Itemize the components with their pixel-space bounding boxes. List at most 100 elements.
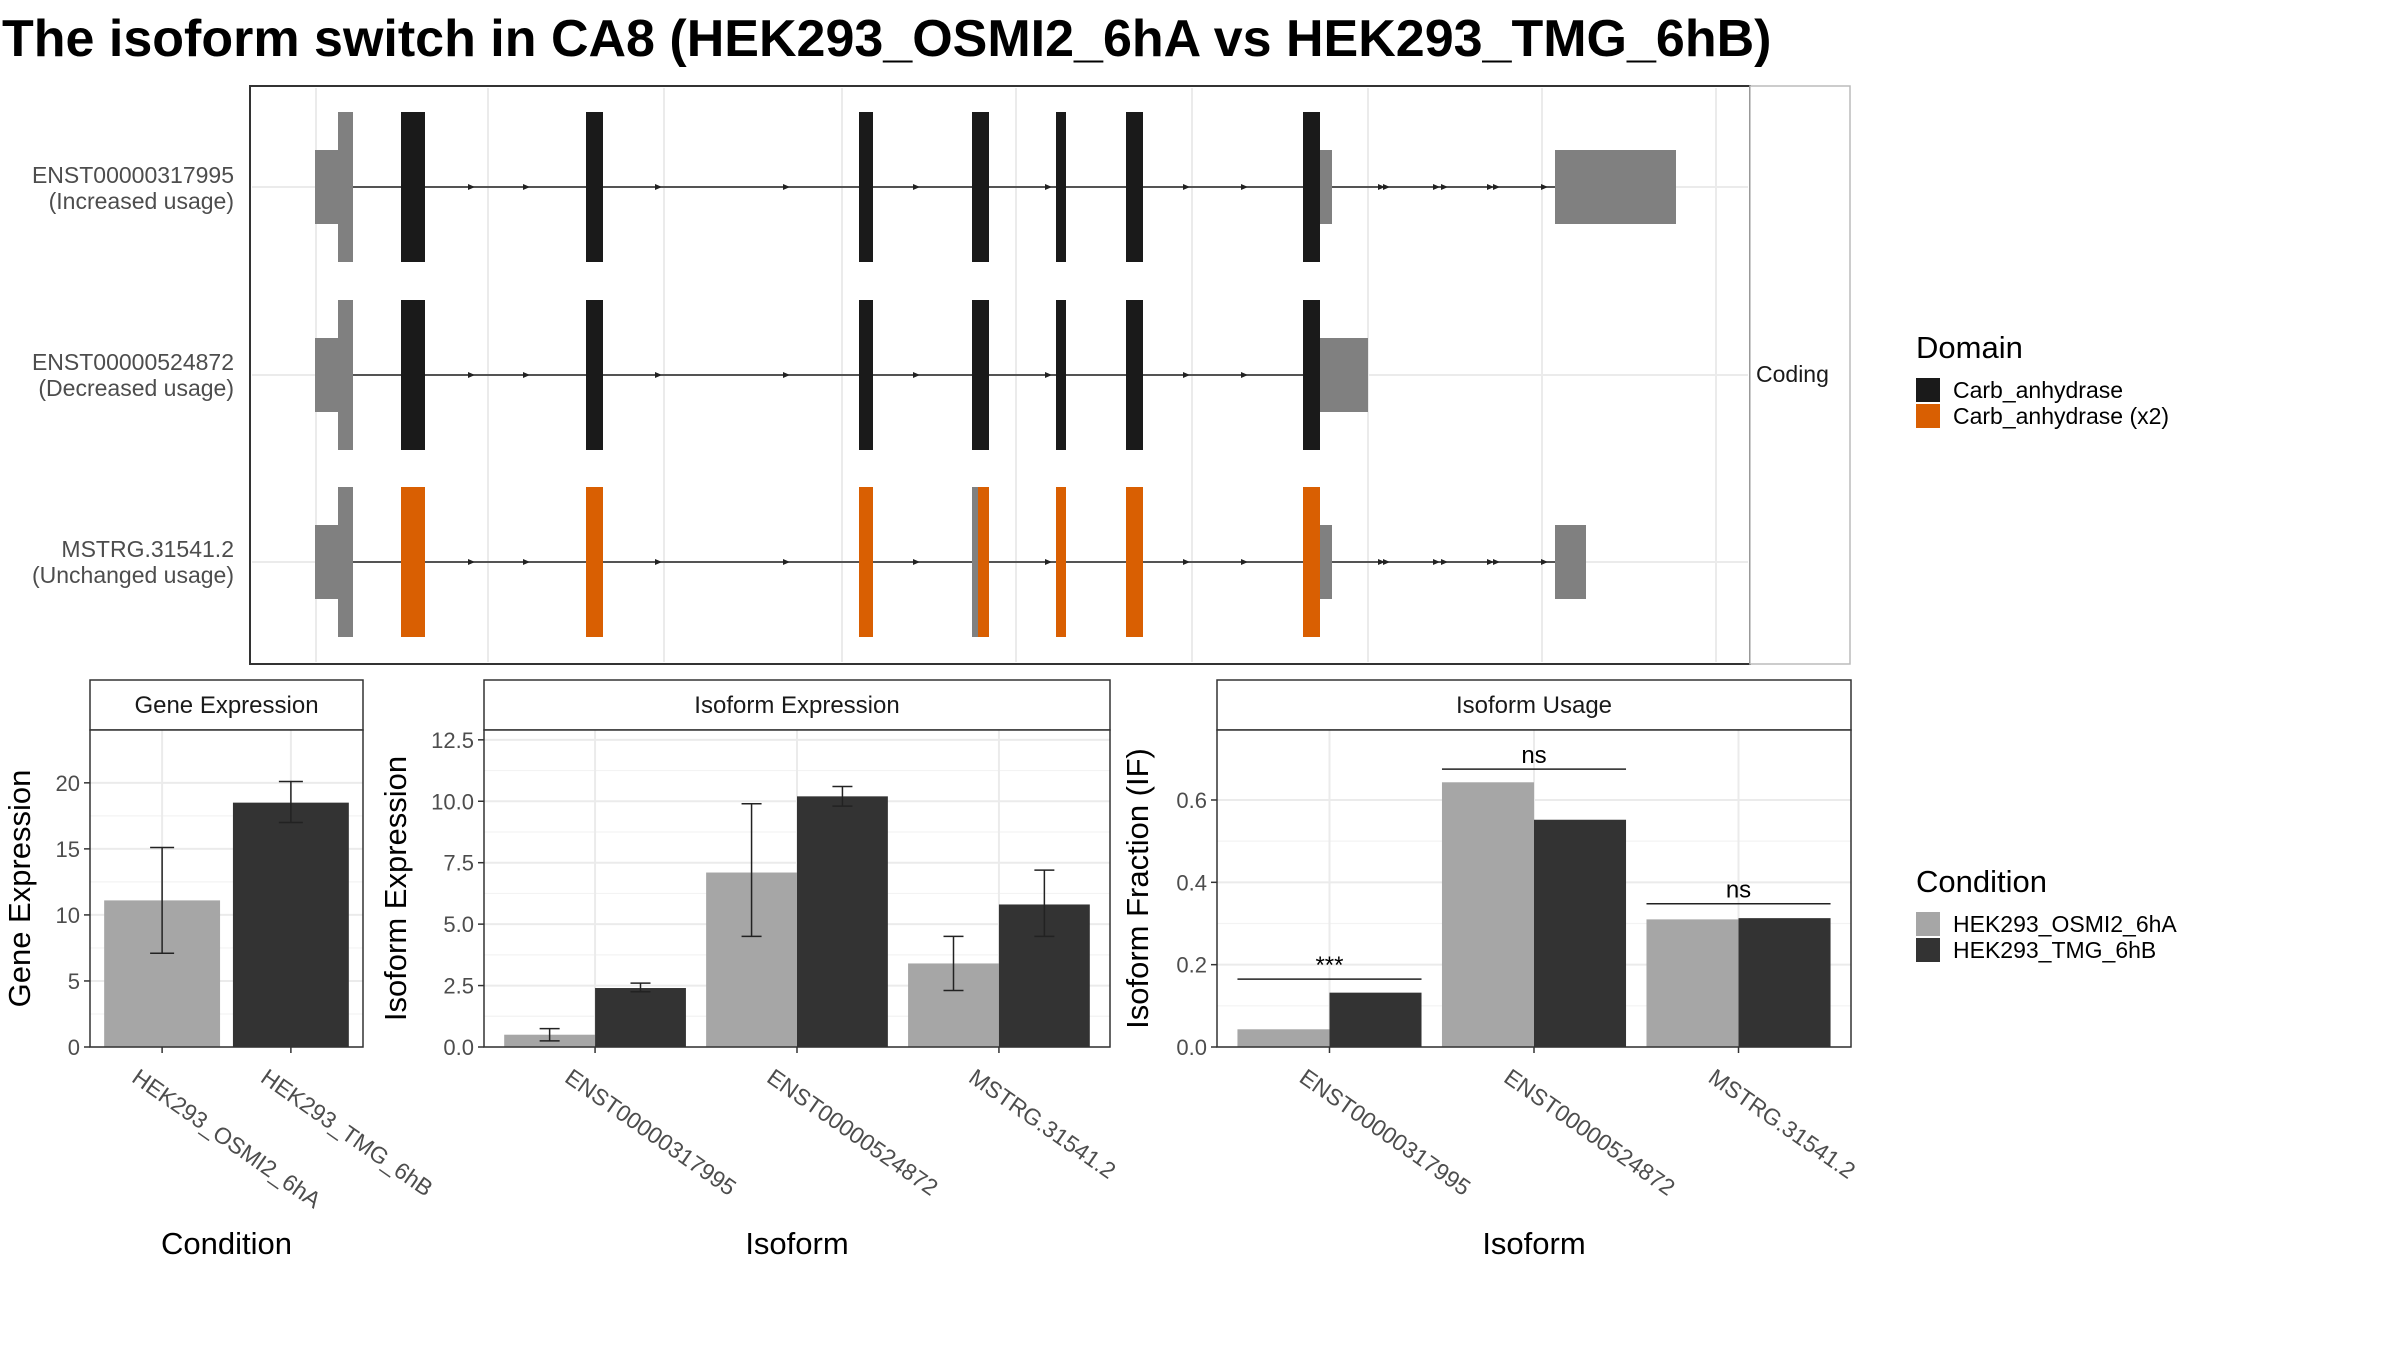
x-tick-label: MSTRG.31541.2 <box>1704 1064 1860 1184</box>
bar-tmg <box>1738 918 1831 1047</box>
y-tick-label: 2.5 <box>443 974 474 999</box>
intron-arrow <box>523 559 530 565</box>
y-tick-label: 5.0 <box>443 912 474 937</box>
intron-arrow <box>655 184 662 190</box>
intron-arrow <box>1541 184 1548 190</box>
intron-arrow <box>1541 559 1548 565</box>
utr-block <box>1555 525 1586 599</box>
domain-legend: Domain Carb_anhydrase Carb_anhydrase (x2… <box>1916 330 2169 429</box>
bar-osmi2 <box>1441 782 1534 1047</box>
intron-arrow <box>913 559 920 565</box>
panel-strip <box>1216 679 1852 731</box>
legend-swatch-osmi2 <box>1916 912 1940 936</box>
y-tick-label: 7.5 <box>443 851 474 876</box>
plot-border <box>89 729 364 1048</box>
utr-block <box>1555 150 1676 224</box>
y-tick-label: 15 <box>56 837 80 862</box>
domain-exon <box>586 112 603 262</box>
transcript-label-1: ENST00000317995 (Increased usage) <box>32 162 234 214</box>
transcript-id: MSTRG.31541.2 <box>61 536 234 562</box>
utr-block <box>315 150 340 224</box>
significance-label: *** <box>1315 952 1343 979</box>
intron-arrow <box>913 184 920 190</box>
utr-block <box>1320 150 1332 224</box>
intron-arrow <box>1493 559 1500 565</box>
x-axis-title: Isoform <box>745 1226 848 1261</box>
x-tick-label: ENST00000317995 <box>1295 1064 1475 1201</box>
domain-exon <box>1056 300 1066 450</box>
domain-exon <box>972 112 989 262</box>
x-tick-label: ENST00000524872 <box>762 1064 942 1201</box>
transcript-id: ENST00000317995 <box>32 162 234 188</box>
intron-arrow <box>523 184 530 190</box>
coding-strip-label: Coding <box>1756 361 1829 387</box>
isoform-expression-panel: Isoform Expression 0.0 2.5 5.0 7.5 10.0 12.5 EN… <box>378 679 1121 1261</box>
bar-osmi2 <box>1646 919 1739 1047</box>
domain-exon <box>859 300 873 450</box>
isoform-usage-panel: Isoform Usage *** ns ns 0.0 0.2 0.4 0.6 ENST0000… <box>1120 679 1860 1261</box>
legend-label-tmg: HEK293_TMG_6hB <box>1953 937 2156 963</box>
intron-arrow <box>1183 184 1190 190</box>
y-tick-label: 12.5 <box>431 728 474 753</box>
y-tick-label: 0.2 <box>1176 953 1207 978</box>
intron-arrow <box>1378 184 1385 190</box>
intron-arrow <box>1241 184 1248 190</box>
y-tick-label: 10.0 <box>431 789 474 814</box>
significance-label: ns <box>1521 742 1546 769</box>
transcript-structure-panel: Coding ENST00000317995 (Increased usage)… <box>32 85 1851 665</box>
transcript-model-2 <box>315 300 1368 450</box>
transcript-label-2: ENST00000524872 (Decreased usage) <box>32 349 234 401</box>
intron-arrow <box>523 372 530 378</box>
x-tick-label: ENST00000524872 <box>1499 1064 1679 1201</box>
domain-exon <box>1056 112 1066 262</box>
legend-swatch-carb-anhydrase-x2 <box>1916 404 1940 428</box>
bar-tmg <box>1329 992 1422 1047</box>
legend-label-carb-anhydrase: Carb_anhydrase <box>1953 377 2123 403</box>
domain-exon <box>1126 112 1143 262</box>
domain-exon <box>586 487 603 637</box>
utr-block <box>972 487 978 637</box>
intron-arrow <box>1241 372 1248 378</box>
transcript-usage: (Unchanged usage) <box>32 562 234 588</box>
domain-exon <box>1303 487 1320 637</box>
intron-arrow <box>1045 559 1052 565</box>
x-tick-label: ENST00000317995 <box>561 1064 741 1201</box>
transcript-model-1 <box>315 112 1676 262</box>
utr-block <box>1320 525 1332 599</box>
y-tick-label: 0.4 <box>1176 870 1207 895</box>
transcript-models <box>315 112 1676 637</box>
legend-swatch-tmg <box>1916 938 1940 962</box>
domain-exon <box>859 487 873 637</box>
domain-exon <box>1126 487 1143 637</box>
domain-exon <box>401 487 425 637</box>
intron-arrow <box>1487 559 1494 565</box>
intron-arrow <box>1045 184 1052 190</box>
domain-exon <box>1303 112 1320 262</box>
utr-block <box>1320 338 1368 412</box>
intron-arrow <box>655 559 662 565</box>
intron-arrow <box>1441 184 1448 190</box>
intron-arrow <box>1378 559 1385 565</box>
intron-arrow <box>1487 184 1494 190</box>
domain-legend-title: Domain <box>1916 330 2023 365</box>
bar-tmg <box>797 796 888 1047</box>
panel-strip <box>89 679 364 731</box>
domain-exon <box>1056 487 1066 637</box>
intron-arrow <box>468 184 475 190</box>
utr-block <box>338 112 353 262</box>
intron-arrow <box>1433 184 1440 190</box>
utr-block <box>338 300 353 450</box>
intron-arrow <box>1383 184 1390 190</box>
intron-arrow <box>1441 559 1448 565</box>
panel-strip-title: Isoform Usage <box>1456 692 1612 719</box>
y-tick-label: 0.0 <box>443 1035 474 1060</box>
domain-exon <box>972 300 989 450</box>
y-tick-label: 20 <box>56 771 80 796</box>
intron-arrow <box>783 184 790 190</box>
domain-exon <box>859 112 873 262</box>
panel-strip-title: Isoform Expression <box>694 692 899 719</box>
utr-block <box>315 525 340 599</box>
domain-exon <box>586 300 603 450</box>
y-tick-label: 5 <box>68 969 80 994</box>
